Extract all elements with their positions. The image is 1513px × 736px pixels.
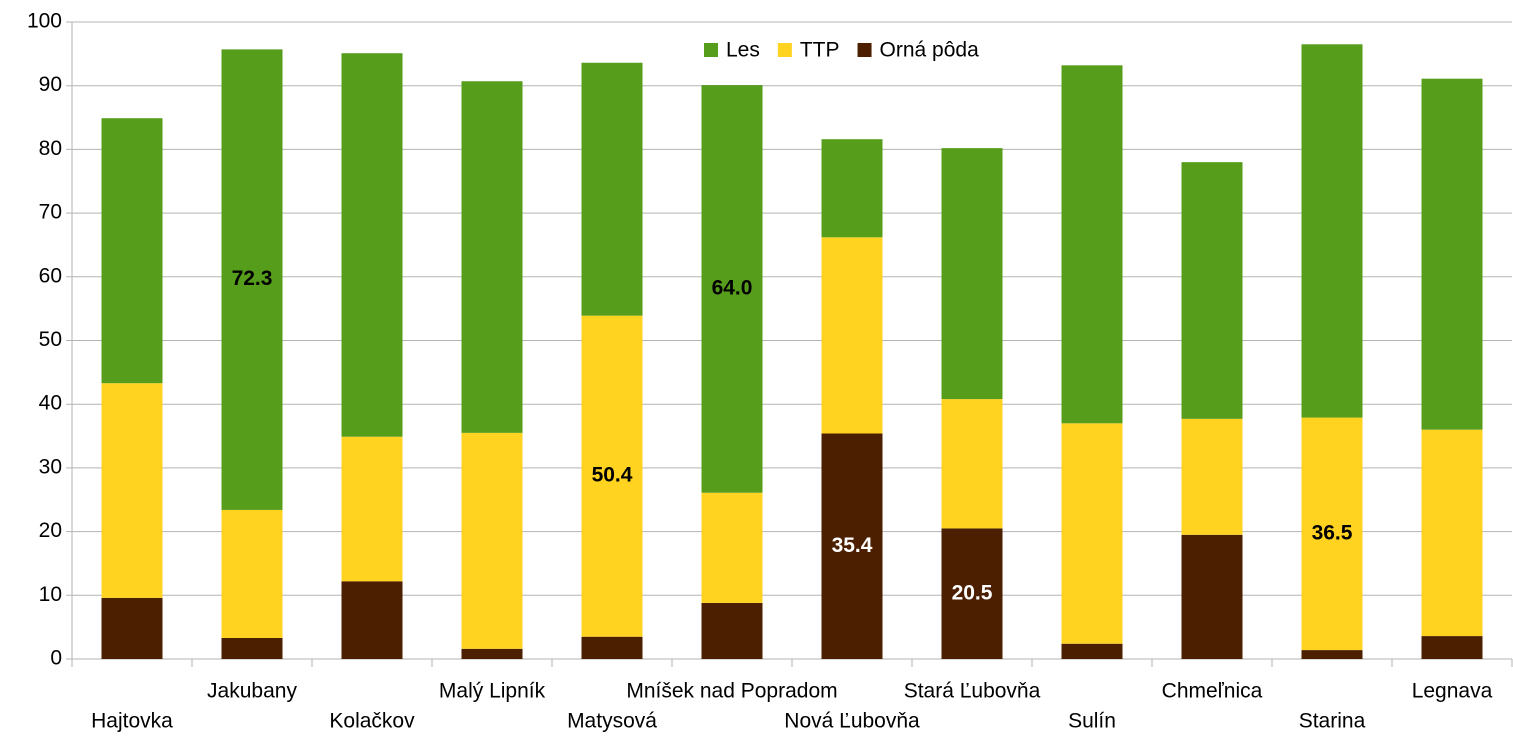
bar-segment <box>821 139 883 238</box>
y-tick-label: 100 <box>27 10 62 33</box>
bar-segment <box>1421 429 1483 637</box>
x-tick-label: Chmeľnica <box>1162 680 1263 703</box>
y-tick-label: 50 <box>39 328 62 351</box>
y-tick-label: 60 <box>39 264 62 287</box>
bar-segment <box>101 118 163 384</box>
value-label: 64.0 <box>712 276 753 299</box>
bar-segment <box>1181 162 1243 419</box>
bar-segment <box>461 648 523 659</box>
x-tick-label: Legnava <box>1412 680 1493 703</box>
bar-segment <box>941 399 1003 529</box>
x-tick-label: Hajtovka <box>91 710 173 733</box>
legend-label: Les <box>726 39 760 62</box>
y-tick-label: 70 <box>39 201 62 224</box>
bar-segment <box>1301 44 1363 418</box>
legend-label: TTP <box>800 39 840 62</box>
legend-swatch <box>857 43 872 57</box>
x-tick-label: Sulín <box>1068 710 1116 733</box>
bar-segment <box>701 602 763 659</box>
y-tick-label: 30 <box>39 455 62 478</box>
value-label: 36.5 <box>1312 521 1353 544</box>
bar-segment <box>941 528 1003 659</box>
bar-segment <box>581 62 643 316</box>
x-tick-label: Matysová <box>567 710 657 733</box>
value-label: 50.4 <box>592 464 633 487</box>
bar-segment <box>1061 643 1123 659</box>
bar-segment <box>581 636 643 659</box>
y-tick-label: 80 <box>39 137 62 160</box>
y-tick-label: 90 <box>39 73 62 96</box>
legend-label: Orná pôda <box>880 39 980 62</box>
y-tick-label: 40 <box>39 392 62 415</box>
bar-segment <box>701 492 763 603</box>
bar-segment <box>1061 423 1123 644</box>
bar-segment <box>461 81 523 433</box>
bar-segment <box>221 637 283 659</box>
bar-segment <box>821 237 883 434</box>
bar-segment <box>1421 78 1483 430</box>
bar-segment <box>821 433 883 659</box>
legend-swatch <box>777 43 792 57</box>
x-tick-label: Jakubany <box>207 680 297 703</box>
x-tick-label: Kolačkov <box>329 710 415 733</box>
bar-segment <box>1421 636 1483 659</box>
bar-segment <box>1181 418 1243 535</box>
bar-segment <box>341 436 403 582</box>
value-label: 20.5 <box>952 581 993 604</box>
x-tick-label: Malý Lipník <box>439 680 546 703</box>
bar-segment <box>461 432 523 649</box>
bar-segment <box>1301 650 1363 659</box>
x-tick-label: Nová Ľubovňa <box>784 710 920 733</box>
bar-segment <box>101 383 163 598</box>
value-label: 72.3 <box>232 267 273 290</box>
x-tick-label: Mníšek nad Popradom <box>626 680 837 703</box>
bar-segment <box>1061 65 1123 424</box>
bar-segment <box>221 509 283 638</box>
bar-segment <box>341 53 403 437</box>
value-label: 35.4 <box>832 534 873 557</box>
bar-segment <box>701 85 763 493</box>
bar-segment <box>581 315 643 637</box>
bar-segment <box>101 597 163 659</box>
x-tick-label: Starina <box>1299 710 1366 733</box>
bar-segment <box>1301 417 1363 651</box>
bar-segment <box>941 148 1003 400</box>
y-tick-label: 20 <box>39 519 62 542</box>
legend-swatch <box>704 43 718 57</box>
bar-segment <box>221 49 283 510</box>
x-tick-label: Stará Ľubovňa <box>904 680 1041 703</box>
y-tick-label: 0 <box>50 647 62 670</box>
bar-segment <box>341 581 403 659</box>
bar-segment <box>1181 534 1243 659</box>
y-tick-label: 10 <box>39 583 62 606</box>
